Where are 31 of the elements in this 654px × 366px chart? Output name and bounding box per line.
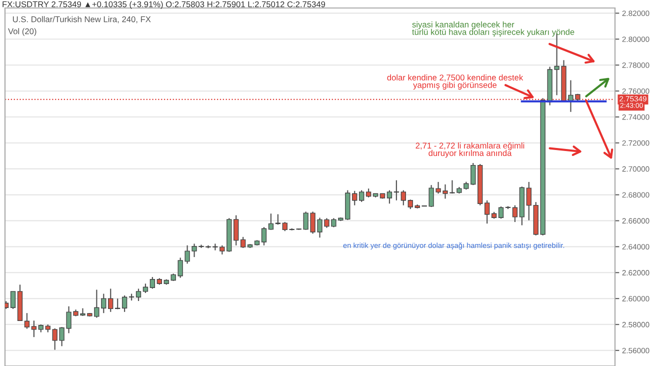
candlestick — [386, 190, 392, 204]
candlestick — [526, 181, 532, 221]
candlestick — [150, 276, 156, 290]
candlestick — [24, 312, 30, 330]
annotation: dolar kendine 2,7500 kendine destek yapmış gibi görünsede — [387, 74, 524, 90]
annotation: siyasi kanaldan gelecek her türlü kötü hava doları şişirecek yukarı yönde — [412, 21, 574, 37]
annotation: Vol (20) — [8, 28, 36, 36]
candlestick — [394, 180, 400, 201]
candlestick — [484, 200, 490, 224]
candlestick — [10, 290, 16, 310]
candlestick — [261, 226, 267, 246]
candlestick — [359, 190, 364, 202]
candlestick — [31, 320, 37, 338]
annotation: 2,71 - 2,72 li rakamlara eğimli duruyor kırılma anında — [416, 142, 524, 158]
candlestick — [498, 206, 504, 220]
candlestick — [408, 199, 413, 210]
candlestick — [282, 221, 288, 232]
candlestick — [400, 190, 406, 206]
candlestick — [352, 190, 358, 206]
candlestick — [108, 288, 114, 312]
candlestick — [240, 236, 246, 249]
candlestick — [136, 288, 142, 302]
candlestick — [512, 204, 518, 223]
candlestick — [142, 283, 148, 294]
chart-title: FX:USDTRY 2.75349 ▲+0.10335 (+3.91%) O:2.75803 H:2.75901 L:2.75012 C:2.75349 — [2, 1, 326, 9]
text: U.S. Dollar/Turkish New Lira, 240, FX — [12, 16, 151, 24]
candlestick — [234, 214, 239, 246]
candlestick — [275, 214, 281, 226]
candlestick — [268, 213, 274, 230]
candlestick — [122, 294, 128, 312]
candlestick — [470, 162, 476, 186]
